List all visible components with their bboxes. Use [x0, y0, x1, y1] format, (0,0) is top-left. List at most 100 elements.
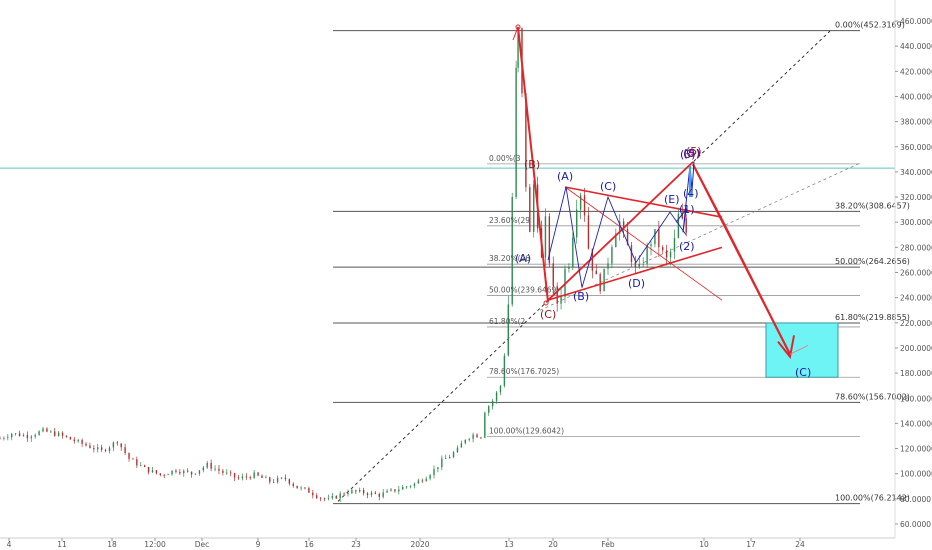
- time-tick-label: 4: [7, 540, 12, 549]
- price-tick-label: 340.0000: [900, 168, 932, 177]
- fib-inner-label: 0.00%(3: [489, 154, 521, 163]
- candle-body: [42, 428, 44, 432]
- candle-body: [222, 470, 224, 473]
- candle-body: [22, 435, 25, 437]
- candle-body: [151, 470, 154, 473]
- candle-body: [190, 471, 193, 475]
- candle-body: [284, 477, 287, 480]
- candle-body: [120, 443, 122, 448]
- candle-body: [669, 251, 672, 258]
- candle-body: [405, 486, 408, 488]
- wave-label-2: (2): [679, 240, 695, 253]
- candle-body: [237, 477, 240, 479]
- abcde-zigzag: [547, 186, 687, 288]
- price-tick-label: 160.0000: [900, 394, 932, 403]
- triangle-inner-line: [564, 186, 723, 301]
- candle-body: [595, 270, 597, 275]
- time-tick-label: Dec: [195, 540, 210, 549]
- candle-body: [85, 443, 87, 446]
- candle-body: [206, 462, 208, 468]
- candle-body: [38, 431, 40, 436]
- candle-body: [34, 435, 36, 437]
- candle-body: [673, 237, 676, 252]
- candle-body: [175, 470, 177, 472]
- candle-body: [638, 264, 640, 267]
- projection-tail: [789, 345, 809, 355]
- candle-body: [603, 268, 605, 292]
- fib-level-label: 78.60%(156.7002): [835, 392, 910, 401]
- fib-level-label: 38.20%(308.6457): [835, 201, 910, 210]
- fib-inner-label: 100.00%(129.6042): [489, 426, 564, 435]
- wave-label-A: (A): [557, 170, 573, 183]
- price-tick-label: 320.0000: [900, 193, 932, 202]
- candle-body: [104, 449, 107, 451]
- candle-body: [347, 493, 349, 495]
- price-tick-label: 380.0000: [900, 118, 932, 127]
- candle-body: [433, 469, 435, 476]
- candle-body: [429, 475, 431, 479]
- price-tick-label: 400.0000: [900, 92, 932, 101]
- candle-body: [599, 274, 601, 292]
- wave-label-A-small: (A): [515, 252, 531, 265]
- candle-body: [366, 493, 369, 496]
- price-tick-label: 240.0000: [900, 294, 932, 303]
- price-tick-label: 120.0000: [900, 445, 932, 454]
- candle-body: [280, 477, 283, 479]
- candle-body: [296, 485, 298, 489]
- candle-body: [198, 470, 201, 474]
- candle-body: [229, 472, 232, 474]
- price-tick-label: 440.0000: [900, 42, 932, 51]
- candle-body: [136, 459, 138, 466]
- time-tick-label: Feb: [601, 540, 615, 549]
- candle-body: [312, 492, 314, 496]
- candle-body: [93, 447, 95, 450]
- impulse-12345: [675, 161, 695, 233]
- candle-body: [257, 472, 259, 476]
- candle-body: [253, 472, 255, 479]
- candle-body: [288, 479, 291, 484]
- candle-body: [11, 433, 13, 438]
- candle-body: [464, 439, 466, 444]
- candle-body: [495, 392, 498, 401]
- candle-body: [548, 216, 551, 264]
- candle-body: [171, 470, 173, 475]
- candle-body: [226, 472, 228, 474]
- fib-inner-label: 38.20%(26: [489, 254, 530, 263]
- candle-body: [339, 493, 341, 499]
- candle-body: [529, 187, 531, 232]
- candle-body: [140, 465, 142, 467]
- candle-body: [421, 480, 423, 482]
- wave-label-C: (C): [600, 180, 616, 193]
- candle-body: [437, 467, 439, 470]
- candle-body: [533, 184, 535, 232]
- candle-body: [3, 438, 5, 439]
- candle-body: [484, 412, 486, 438]
- candle-body: [503, 355, 506, 386]
- candle-body: [468, 438, 470, 440]
- price-tick-label: 260.0000: [900, 269, 932, 278]
- time-tick-label: 10: [699, 540, 709, 549]
- candle-body: [677, 213, 680, 238]
- candle-body: [630, 245, 633, 263]
- candle-body: [576, 209, 578, 238]
- wave-label-target-C: (C): [795, 366, 811, 379]
- candle-body: [591, 248, 594, 271]
- candle-body: [425, 478, 427, 482]
- candle-body: [304, 487, 306, 489]
- candle-body: [491, 400, 494, 407]
- wave-label-1: (1): [679, 203, 695, 216]
- wave-label-4: (4): [683, 187, 699, 200]
- time-tick-label: 2020: [410, 540, 429, 549]
- target-zone: [765, 322, 839, 378]
- candle-body: [249, 477, 251, 479]
- candle-body: [233, 473, 236, 478]
- candle-body: [46, 428, 48, 432]
- candle-body: [179, 471, 181, 474]
- candle-body: [413, 483, 416, 486]
- candle-body: [57, 432, 60, 436]
- candle-body: [572, 237, 574, 268]
- candle-body: [97, 447, 99, 450]
- candle-body: [448, 457, 451, 459]
